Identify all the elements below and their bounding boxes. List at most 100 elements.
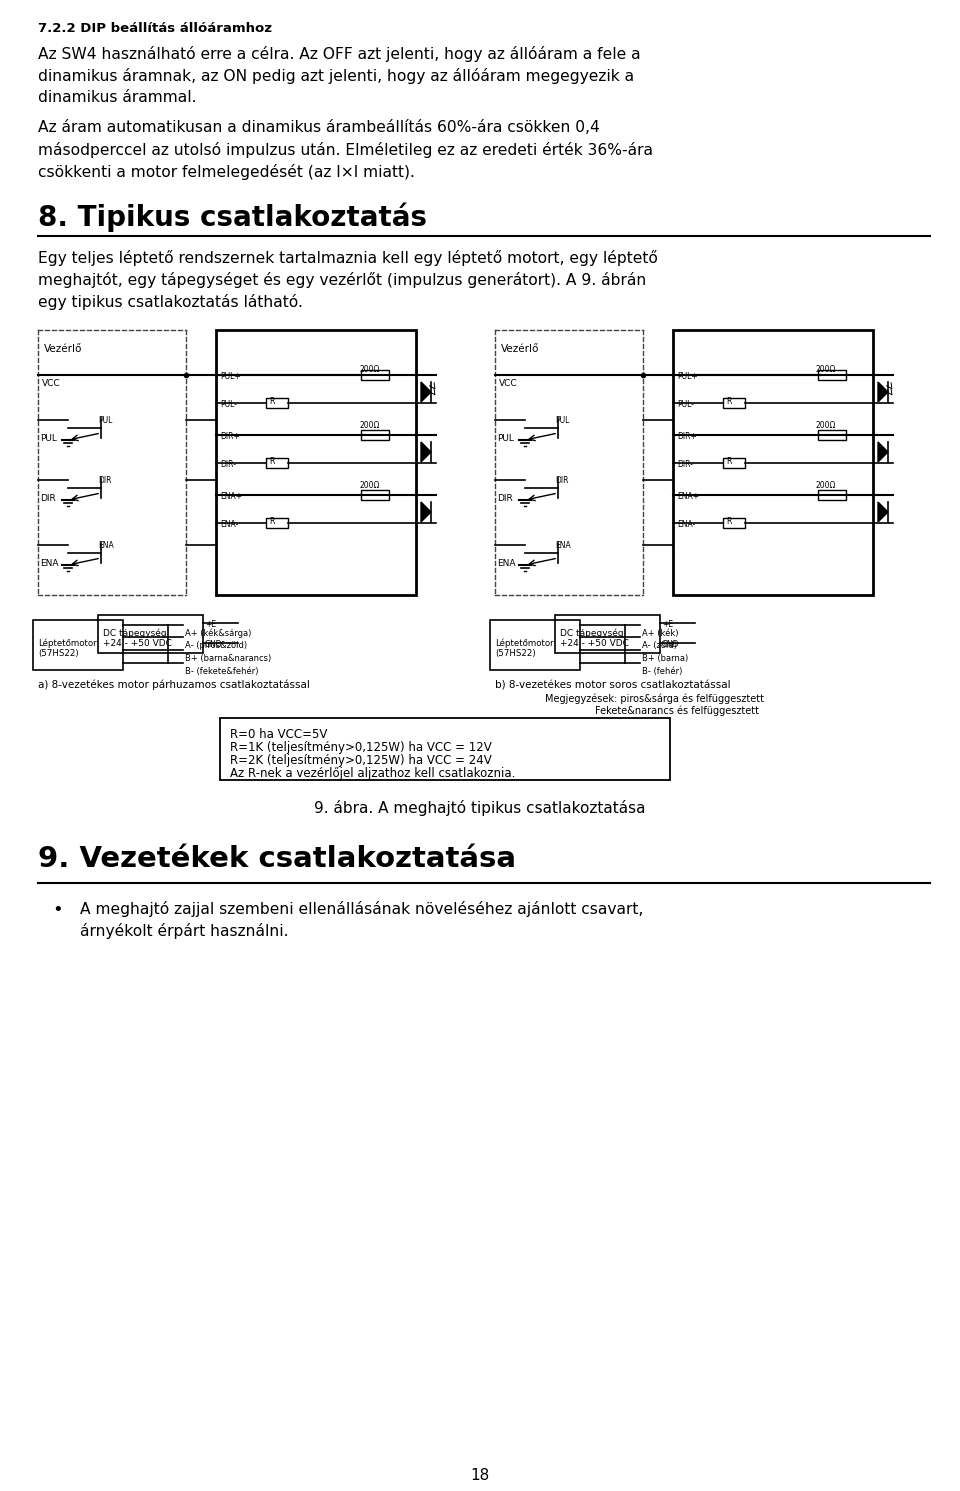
Text: Vezérlő: Vezérlő [44,344,83,353]
Text: R: R [726,517,732,526]
Bar [818,370,846,380]
Text: DC tápegység
+24 - +50 VDC: DC tápegység +24 - +50 VDC [560,628,629,649]
Text: Vezérlő: Vezérlő [501,344,540,353]
Bar [266,398,288,409]
Text: GND: GND [205,640,223,649]
Text: R=0 ha VCC=5V: R=0 ha VCC=5V [230,728,327,741]
Text: DIR: DIR [40,494,56,502]
Text: dinamikus árammal.: dinamikus árammal. [38,89,197,104]
Polygon shape [421,441,431,462]
Text: A- (zöld): A- (zöld) [642,641,677,650]
Text: Az R-nek a vezérlőjel aljzathoz kell csatlakoznia.: Az R-nek a vezérlőjel aljzathoz kell csa… [230,766,516,780]
Text: DIR: DIR [98,476,111,485]
Text: DIR-: DIR- [677,461,693,470]
Text: 200Ω: 200Ω [359,365,379,374]
Text: ENA: ENA [555,541,571,550]
Text: ENA-: ENA- [220,520,238,529]
Text: PUL: PUL [98,416,112,425]
Text: ENA: ENA [98,541,113,550]
Text: A+ (kék): A+ (kék) [642,629,679,638]
Text: PUL+: PUL+ [220,371,241,382]
Bar [723,517,745,528]
Text: •: • [52,901,62,918]
Text: R: R [726,458,732,467]
Bar [490,620,580,669]
Text: R: R [269,397,275,406]
Text: dinamikus áramnak, az ON pedig azt jelenti, hogy az állóáram megegyezik a: dinamikus áramnak, az ON pedig azt jelen… [38,69,635,83]
Text: DC tápegység
+24 - +50 VDC: DC tápegység +24 - +50 VDC [103,628,172,649]
Text: egy tipikus csatlakoztatás látható.: egy tipikus csatlakoztatás látható. [38,294,302,310]
Text: PUL: PUL [40,434,57,443]
Bar [723,458,745,468]
Polygon shape [878,382,888,403]
Text: a) 8-vezetékes motor párhuzamos csatlakoztatással: a) 8-vezetékes motor párhuzamos csatlako… [38,680,310,690]
Text: R=2K (teljesítmény>0,125W) ha VCC = 24V: R=2K (teljesítmény>0,125W) ha VCC = 24V [230,754,492,766]
Text: Az áram automatikusan a dinamikus árambeállítás 60%-ára csökken 0,4: Az áram automatikusan a dinamikus árambe… [38,119,600,136]
Text: GND: GND [662,640,680,649]
Text: csökkenti a motor felmelegedését (az I×I miatt).: csökkenti a motor felmelegedését (az I×I… [38,164,415,180]
Text: Az SW4 használható erre a célra. Az OFF azt jelenti, hogy az állóáram a fele a: Az SW4 használható erre a célra. Az OFF … [38,46,640,63]
Polygon shape [421,502,431,522]
Bar [361,429,389,440]
Bar [98,614,203,653]
Text: ENA: ENA [497,559,516,568]
Text: Megjegyzések: piros&sárga és felfüggesztett: Megjegyzések: piros&sárga és felfüggeszt… [545,693,764,705]
Text: 7.2.2 DIP beállítás állóáramhoz: 7.2.2 DIP beállítás állóáramhoz [38,22,272,34]
Bar [555,614,660,653]
Text: meghajtót, egy tápegységet és egy vezérlőt (impulzus generátort). A 9. ábrán: meghajtót, egy tápegységet és egy vezérl… [38,271,646,288]
Text: PUL: PUL [497,434,514,443]
Text: DIR: DIR [555,476,568,485]
Bar [673,330,873,595]
Text: 18: 18 [470,1469,490,1484]
Text: 9. ábra. A meghajtó tipikus csatlakoztatása: 9. ábra. A meghajtó tipikus csatlakoztat… [314,801,646,816]
Bar [266,517,288,528]
Text: B- (fekete&fehér): B- (fekete&fehér) [185,666,258,675]
Text: Léptetőmotor
(57HS22): Léptetőmotor (57HS22) [38,638,97,658]
Text: DIR+: DIR+ [220,432,240,441]
Text: +E: +E [662,620,673,629]
Text: VCC: VCC [42,379,60,388]
Bar [220,719,670,780]
Bar [361,491,389,499]
Text: B+ (barna): B+ (barna) [642,655,688,663]
Text: B- (fehér): B- (fehér) [642,666,683,675]
Text: R: R [726,397,732,406]
Text: 200Ω: 200Ω [816,420,836,429]
Bar [266,458,288,468]
Text: másodperccel az utolsó impulzus után. Elméletileg ez az eredeti érték 36%-ára: másodperccel az utolsó impulzus után. El… [38,142,653,158]
Text: Léptetőmotor
(57HS22): Léptetőmotor (57HS22) [495,638,554,658]
Text: VCC: VCC [499,379,517,388]
Bar [216,330,416,595]
Text: PUL+: PUL+ [677,371,698,382]
Text: A meghajtó zajjal szembeni ellenállásának növeléséhez ajánlott csavart,: A meghajtó zajjal szembeni ellenállásána… [80,901,643,917]
Text: ENA: ENA [40,559,59,568]
Text: 200Ω: 200Ω [359,482,379,491]
Polygon shape [878,502,888,522]
Text: 9. Vezetékek csatlakoztatása: 9. Vezetékek csatlakoztatása [38,845,516,874]
Bar [723,398,745,409]
Text: R=1K (teljesítmény>0,125W) ha VCC = 12V: R=1K (teljesítmény>0,125W) ha VCC = 12V [230,741,492,754]
Text: ENA+: ENA+ [220,492,242,501]
Text: 8. Tipikus csatlakoztatás: 8. Tipikus csatlakoztatás [38,201,427,231]
Text: B+ (barna&narancs): B+ (barna&narancs) [185,655,272,663]
Text: 200Ω: 200Ω [816,482,836,491]
Text: árnyékolt érpárt használni.: árnyékolt érpárt használni. [80,923,289,939]
Text: +E: +E [205,620,216,629]
Text: Egy teljes léptető rendszernek tartalmaznia kell egy léptető motort, egy léptető: Egy teljes léptető rendszernek tartalmaz… [38,250,658,265]
Text: PUL-: PUL- [220,400,237,409]
Text: A+ (kék&sárga): A+ (kék&sárga) [185,629,252,638]
Text: DIR+: DIR+ [677,432,697,441]
Polygon shape [878,441,888,462]
Bar [361,370,389,380]
Text: b) 8-vezetékes motor soros csatlakoztatással: b) 8-vezetékes motor soros csatlakoztatá… [495,680,731,690]
Text: R: R [269,517,275,526]
Text: DIR-: DIR- [220,461,236,470]
Text: Fekete&narancs és felfüggesztett: Fekete&narancs és felfüggesztett [595,707,759,717]
Bar [818,491,846,499]
Text: PUL-: PUL- [677,400,694,409]
Text: 200Ω: 200Ω [359,420,379,429]
Text: A- (piros&zöld): A- (piros&zöld) [185,641,247,650]
Text: R: R [269,458,275,467]
Text: ENA-: ENA- [677,520,695,529]
Text: 200Ω: 200Ω [816,365,836,374]
